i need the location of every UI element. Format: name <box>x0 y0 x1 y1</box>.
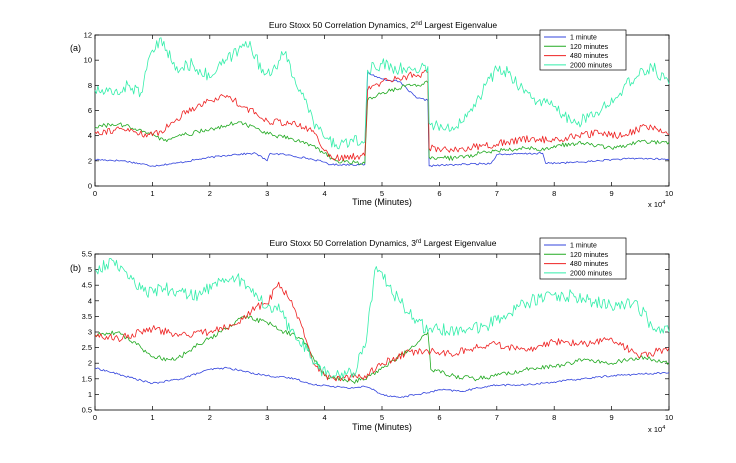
legend-label: 120 minutes <box>570 44 609 51</box>
series-line-1-minute <box>94 72 670 167</box>
panel-b-x-tick-label: 6 <box>437 413 441 422</box>
panel-b-x-multiplier: x 104 <box>648 425 665 434</box>
panel-b-x-axis-label: Time (Minutes) <box>352 422 412 432</box>
panel-b-y-tick-label: 3.5 <box>82 312 92 321</box>
panel-b-x-tick-label: 2 <box>208 413 212 422</box>
panel-a-x-multiplier: x 104 <box>648 200 665 209</box>
series-line-480-minutes <box>94 281 670 382</box>
legend-label: 480 minutes <box>570 53 609 60</box>
panel-b-x-tick-label: 10 <box>665 413 673 422</box>
panel-a-x-tick-label: 0 <box>93 189 97 198</box>
panel-b-x-tick-label: 4 <box>323 413 327 422</box>
panel-a-y-tick-label: 0 <box>88 182 92 191</box>
panel-b-x-tick-label: 3 <box>265 413 269 422</box>
series-line-480-minutes <box>94 69 670 162</box>
panel-b-plot-area <box>94 253 670 411</box>
panel-b-y-tick-label: 0.5 <box>82 406 92 415</box>
panel-b-x-tick-label: 1 <box>150 413 154 422</box>
series-line-120-minutes <box>94 80 670 165</box>
panel-a-y-tick-label: 10 <box>84 56 92 65</box>
legend-label: 2000 minutes <box>570 270 613 277</box>
panel-b-y-tick-label: 3 <box>88 328 92 337</box>
panel-a-y-tick-label: 6 <box>88 106 92 115</box>
panel-b: Euro Stoxx 50 Correlation Dynamics, 3rd … <box>70 237 673 434</box>
panel-b-y-tick-label: 4 <box>88 296 92 305</box>
panel-a-x-tick-label: 3 <box>265 189 269 198</box>
panel-b-y-ticks: 0.5 1 1.5 2 2.5 3 3.5 4 4.5 5 5.5 <box>82 250 669 415</box>
panel-b-label: (b) <box>70 263 81 273</box>
panel-a-x-tick-label: 7 <box>495 189 499 198</box>
panel-b-y-tick-label: 4.5 <box>82 281 92 290</box>
panel-b-y-tick-label: 1.5 <box>82 374 92 383</box>
panel-b-legend: 1 minute 120 minutes 480 minutes 2000 minut… <box>539 237 627 280</box>
panel-a-x-ticks: 0 1 2 3 4 5 6 7 8 9 10 <box>93 35 673 198</box>
panel-b-y-tick-label: 2.5 <box>82 343 92 352</box>
legend-label: 1 minute <box>570 243 597 250</box>
panel-a-x-tick-label: 5 <box>380 189 384 198</box>
panel-b-x-tick-label: 5 <box>380 413 384 422</box>
panel-a-x-tick-label: 6 <box>437 189 441 198</box>
panel-b-x-tick-label: 7 <box>495 413 499 422</box>
panel-a-series <box>94 37 670 167</box>
panel-a-x-tick-label: 2 <box>208 189 212 198</box>
series-line-120-minutes <box>94 315 670 384</box>
panel-a-y-tick-label: 8 <box>88 81 92 90</box>
panel-b-x-tick-label: 9 <box>610 413 614 422</box>
legend-label: 2000 minutes <box>570 62 613 69</box>
panel-a-x-tick-label: 9 <box>610 189 614 198</box>
panel-a-legend: 1 minute 120 minutes 480 minutes 2000 minut… <box>539 29 627 71</box>
panel-a-y-tick-label: 4 <box>88 131 92 140</box>
legend-label: 480 minutes <box>570 261 609 268</box>
panel-b-y-tick-label: 1 <box>88 390 92 399</box>
series-line-2000-minutes <box>94 258 670 379</box>
panel-a-x-tick-label: 4 <box>323 189 327 198</box>
panel-a: Euro Stoxx 50 Correlation Dynamics, 2nd … <box>70 20 673 209</box>
panel-a-x-tick-label: 1 <box>150 189 154 198</box>
panel-b-y-tick-label: 5 <box>88 265 92 274</box>
series-line-1-minute <box>94 366 670 398</box>
legend-label: 120 minutes <box>570 252 609 259</box>
panel-a-y-ticks: 0 2 4 6 8 10 12 <box>84 31 669 191</box>
legend-label: 1 minute <box>570 35 597 42</box>
panel-b-x-tick-label: 8 <box>552 413 556 422</box>
panel-a-x-tick-label: 10 <box>665 189 673 198</box>
panel-a-title: Euro Stoxx 50 Correlation Dynamics, 2nd … <box>269 20 498 30</box>
panel-b-series <box>94 258 670 398</box>
panel-a-y-tick-label: 12 <box>84 31 92 40</box>
series-line-2000-minutes <box>94 37 670 150</box>
panel-b-title: Euro Stoxx 50 Correlation Dynamics, 3rd … <box>270 238 497 248</box>
panel-b-y-tick-label: 2 <box>88 359 92 368</box>
panel-b-y-tick-label: 5.5 <box>82 250 92 259</box>
panel-a-label: (a) <box>70 43 81 53</box>
panel-b-x-tick-label: 0 <box>93 413 97 422</box>
panel-a-y-tick-label: 2 <box>88 156 92 165</box>
panel-a-x-tick-label: 8 <box>552 189 556 198</box>
panel-a-x-axis-label: Time (Minutes) <box>352 197 412 207</box>
